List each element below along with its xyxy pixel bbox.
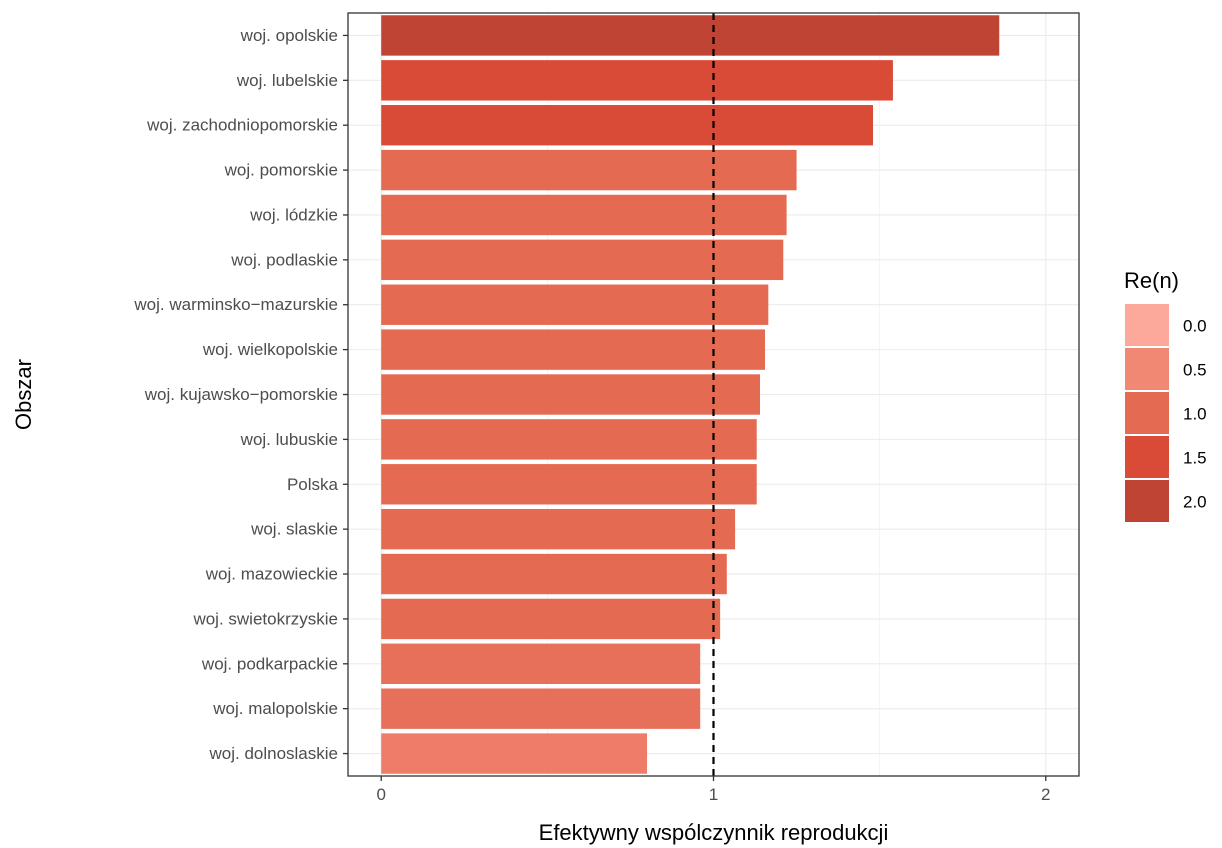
legend: Re(n) 0.0 0.5 1.0 1.5 2.0 — [1124, 268, 1207, 522]
legend-label: 1.0 — [1183, 405, 1207, 424]
x-tick-label: 1 — [709, 785, 718, 804]
bar-14 — [381, 598, 721, 640]
legend-label: 1.5 — [1183, 449, 1207, 468]
y-tick-label: woj. opolskie — [240, 26, 338, 45]
bar-17 — [381, 733, 648, 774]
y-tick-label: woj. swietokrzyskie — [192, 609, 338, 628]
y-axis-title: Obszar — [11, 359, 36, 430]
x-tick-label: 2 — [1041, 785, 1050, 804]
bar-10 — [381, 419, 757, 460]
y-tick-label: woj. kujawsko−pomorskie — [144, 385, 338, 404]
y-tick-label: woj. mazowieckie — [205, 565, 338, 584]
bar-15 — [381, 643, 701, 684]
y-tick-label: woj. podlaskie — [230, 250, 338, 269]
y-tick-label: woj. warminsko−mazurskie — [133, 295, 338, 314]
bar-7 — [381, 284, 769, 325]
y-tick-label: woj. dolnoslaskie — [208, 744, 338, 763]
bar-16 — [381, 688, 701, 729]
y-tick-label: woj. lubuskie — [240, 430, 338, 449]
y-tick-label: woj. malopolskie — [212, 699, 338, 718]
bar-11 — [381, 464, 757, 505]
bar-1 — [381, 15, 1000, 56]
x-axis: 0 1 2 — [376, 776, 1051, 804]
legend-label: 0.5 — [1183, 361, 1207, 380]
y-tick-label: woj. lubelskie — [236, 71, 338, 90]
bars — [381, 15, 1000, 774]
legend-title: Re(n) — [1124, 268, 1179, 293]
legend-label: 0.0 — [1183, 317, 1207, 336]
y-tick-label: woj. pomorskie — [224, 161, 338, 180]
y-axis: woj. opolskie woj. lubelskie woj. zachodni… — [133, 26, 348, 763]
bar-3 — [381, 105, 873, 146]
bar-9 — [381, 374, 761, 415]
legend-key — [1125, 392, 1169, 434]
y-tick-label: woj. slaskie — [250, 520, 338, 539]
x-axis-title: Efektywny wspólczynnik reprodukcji — [539, 820, 889, 845]
legend-label: 2.0 — [1183, 493, 1207, 512]
bar-5 — [381, 194, 787, 236]
x-tick-label: 0 — [376, 785, 385, 804]
legend-key — [1125, 436, 1169, 478]
bar-4 — [381, 149, 797, 191]
y-tick-label: woj. zachodniopomorskie — [146, 116, 338, 135]
y-tick-label: woj. lódzkie — [249, 205, 338, 224]
legend-key — [1125, 348, 1169, 390]
y-tick-label: Polska — [287, 475, 339, 494]
legend-key — [1125, 304, 1169, 346]
y-tick-label: woj. wielkopolskie — [202, 340, 338, 359]
bar-6 — [381, 239, 784, 281]
legend-key — [1125, 480, 1169, 522]
bar-2 — [381, 60, 893, 101]
y-tick-label: woj. podkarpackie — [201, 654, 338, 673]
bar-8 — [381, 329, 766, 370]
bar-13 — [381, 553, 727, 595]
bar-12 — [381, 508, 736, 550]
